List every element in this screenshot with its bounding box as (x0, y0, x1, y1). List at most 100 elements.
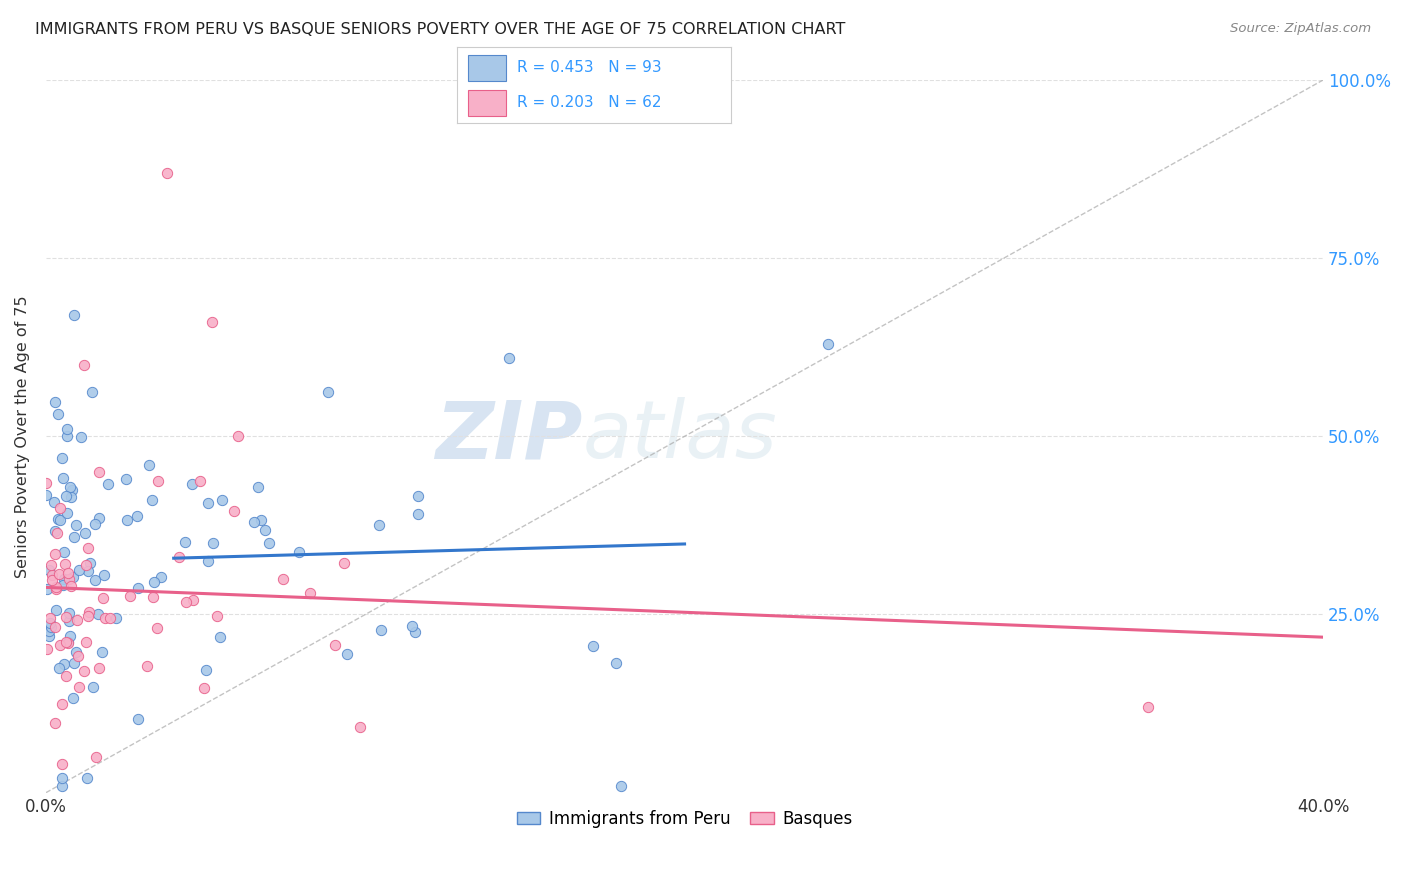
Point (114, 472, 136, 486)
Point (70, 429, 93, 443)
Point (39, 558, 62, 573)
Point (59, 579, 82, 593)
Point (73, 664, 96, 678)
Point (38, 563, 60, 577)
Point (404, 624, 426, 639)
Point (76, 772, 98, 786)
Point (316, 385, 339, 400)
Point (35, 641, 58, 656)
Point (66, 614, 89, 628)
Point (55, 489, 77, 503)
Point (97, 477, 120, 491)
Point (146, 621, 169, 635)
Point (51, 757, 73, 772)
Point (44, 620, 66, 634)
Point (52, 578, 75, 592)
Point (367, 517, 389, 532)
Point (51, 772, 73, 786)
Point (93, 611, 115, 625)
Point (205, 609, 228, 624)
Point (87, 661, 110, 675)
Point (56, 506, 79, 520)
Point (58, 614, 80, 628)
Point (609, 779, 631, 793)
Point (62, 691, 84, 706)
Point (38, 615, 60, 630)
Point (59, 490, 82, 504)
Point (1136, 700, 1159, 714)
Point (44, 524, 66, 539)
Point (138, 458, 160, 472)
Point (55, 634, 77, 648)
Point (142, 590, 165, 604)
Y-axis label: Seniors Poverty Over the Age of 75: Seniors Poverty Over the Age of 75 (15, 295, 30, 578)
Point (38, 611, 60, 625)
Point (77, 564, 100, 578)
Point (498, 351, 520, 365)
Point (75, 558, 97, 572)
Point (242, 515, 264, 529)
Point (38, 628, 60, 642)
Point (84, 573, 107, 587)
Point (58, 480, 80, 494)
Point (44, 547, 66, 561)
Point (349, 720, 371, 734)
Bar (468, 90, 506, 116)
Point (323, 638, 346, 652)
Point (181, 592, 204, 607)
Point (582, 639, 605, 653)
Point (38, 624, 60, 638)
Point (45, 582, 67, 597)
Point (63, 656, 86, 670)
Point (44, 716, 66, 731)
Point (142, 574, 165, 589)
Legend: Immigrants from Peru, Basques: Immigrants from Peru, Basques (510, 803, 859, 834)
Point (91, 645, 114, 659)
Point (45, 602, 67, 616)
Point (67, 648, 90, 663)
Point (156, 166, 179, 180)
Point (77, 541, 100, 555)
Point (406, 489, 429, 503)
Point (73, 358, 96, 372)
Point (80, 385, 103, 400)
Point (406, 507, 429, 521)
Point (174, 595, 197, 609)
Point (136, 659, 159, 673)
Point (58, 606, 80, 620)
Point (249, 513, 271, 527)
Point (63, 308, 86, 322)
Point (56, 635, 79, 649)
Point (65, 645, 87, 659)
Point (55, 669, 77, 683)
Point (259, 536, 281, 550)
Point (63, 530, 86, 544)
Point (55, 422, 77, 436)
Point (73, 526, 96, 541)
Text: R = 0.203   N = 62: R = 0.203 N = 62 (517, 95, 662, 110)
Point (401, 619, 423, 633)
Point (193, 681, 215, 695)
Point (181, 477, 204, 491)
Point (65, 518, 87, 533)
Point (48, 661, 70, 675)
Point (60, 483, 83, 498)
Point (336, 647, 359, 661)
Point (211, 493, 233, 508)
Point (49, 513, 72, 527)
Point (167, 549, 190, 564)
Point (84, 750, 107, 764)
Point (75, 635, 97, 649)
Point (197, 554, 219, 568)
Point (48, 407, 70, 421)
Point (41, 567, 63, 582)
Text: IMMIGRANTS FROM PERU VS BASQUE SENIORS POVERTY OVER THE AGE OF 75 CORRELATION CH: IMMIGRANTS FROM PERU VS BASQUE SENIORS P… (35, 22, 845, 37)
Point (605, 657, 627, 671)
Point (174, 534, 197, 549)
Point (52, 572, 75, 586)
Point (56, 428, 79, 442)
Point (77, 605, 100, 619)
Point (120, 589, 142, 603)
Text: R = 0.453   N = 93: R = 0.453 N = 93 (517, 61, 662, 75)
Point (55, 610, 77, 624)
